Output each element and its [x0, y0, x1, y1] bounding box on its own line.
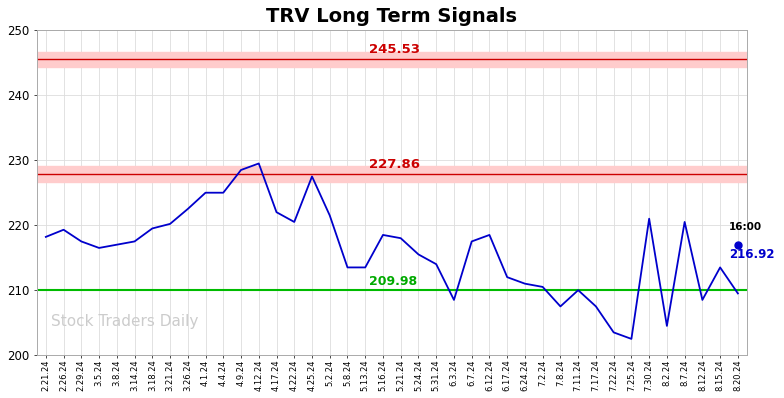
Bar — [37, 51, 746, 67]
Bar — [37, 166, 746, 182]
Text: 209.98: 209.98 — [368, 275, 417, 288]
Title: TRV Long Term Signals: TRV Long Term Signals — [267, 7, 517, 26]
Text: Stock Traders Daily: Stock Traders Daily — [51, 314, 198, 329]
Text: 216.92: 216.92 — [729, 248, 775, 261]
Text: 245.53: 245.53 — [368, 43, 419, 56]
Text: 227.86: 227.86 — [368, 158, 419, 171]
Text: 16:00: 16:00 — [729, 222, 762, 232]
